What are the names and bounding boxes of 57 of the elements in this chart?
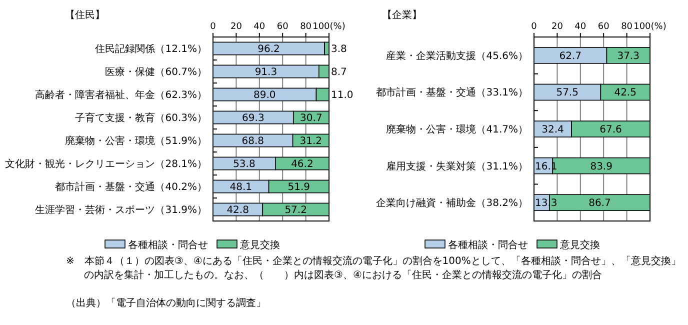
- y-tick-label: 産業・企業活動支援（45.6%）: [386, 50, 528, 62]
- data-label: 86.7: [588, 198, 611, 210]
- data-label: 30.7: [300, 113, 322, 124]
- x-tick-label: 60: [276, 22, 289, 32]
- y-tick-label: 廃棄物・公害・環境（41.7%）: [386, 124, 528, 136]
- data-label: 69.3: [242, 113, 264, 124]
- data-label: 89.0: [253, 90, 276, 101]
- y-tick-label: 子育て支援・教育（60.3%）: [75, 112, 207, 124]
- x-tick-label: 40: [254, 22, 266, 32]
- text: ※ 本節４（１）の図表③、④にある「住民・企業との情報交流の電子化」の割合を100%として、「各種相談・問合せ」、「意見交換」の内訳を集計・加工したもの。なお、（ ）内は図表③、④における「住民・企業との情報交流の電子化」の割合: [66, 255, 681, 281]
- x-tick-label: 20: [551, 22, 564, 32]
- y-tick-label: 都市計画・基盤・交通（40.2%）: [55, 181, 207, 193]
- y-tick-label: 文化財・観光・レクリエーション（28.1%）: [5, 158, 207, 170]
- x-tick-label: 80: [300, 22, 312, 32]
- data-label: 32.4: [542, 124, 564, 136]
- data-label: 31.2: [300, 136, 322, 147]
- x-tick-label: 100(%): [312, 22, 346, 32]
- legend-label: 各種相談・問合せ: [448, 239, 528, 251]
- x-tick-label: 0: [531, 22, 538, 32]
- y-tick-label: 住民記録関係（12.1%）: [95, 43, 207, 55]
- data-label: 37.3: [617, 50, 640, 62]
- legend-label: 意見交換: [239, 239, 280, 251]
- data-label: 11.0: [331, 90, 354, 101]
- legend-label: 各種相談・問合せ: [128, 239, 208, 251]
- data-label: 3.8: [331, 44, 347, 55]
- data-label: 8.7: [331, 67, 347, 78]
- data-label: 48.1: [230, 182, 252, 193]
- data-label: 96.2: [258, 44, 280, 55]
- data-label: 53.8: [233, 159, 256, 170]
- text: （出典）「電子自治体の動向に関する調査」: [66, 297, 266, 309]
- y-tick-label: 生涯学習・芸術・スポーツ（31.9%）: [35, 204, 207, 216]
- data-label: 57.2: [284, 205, 307, 216]
- data-label: 83.9: [590, 161, 612, 172]
- x-tick-label: 100(%): [634, 22, 666, 32]
- y-tick-label: 雇用支援・失業対策（31.1%）: [386, 160, 528, 172]
- x-tick-label: 40: [574, 22, 586, 32]
- y-tick-label: 高齢者・障害者福祉、年金（62.3%）: [35, 89, 207, 101]
- data-label: 57.5: [556, 88, 578, 99]
- x-tick-label: 0: [210, 22, 216, 32]
- y-tick-label: 都市計画・基盤・交通（33.1%）: [376, 86, 528, 99]
- data-label: 91.3: [254, 67, 278, 78]
- text: 【企業】: [382, 9, 422, 21]
- y-tick-label: 企業向け融資・補助金（38.2%）: [376, 197, 528, 210]
- data-label: 42.8: [226, 205, 249, 216]
- y-tick-label: 廃棄物・公害・環境（51.9%）: [65, 135, 207, 147]
- x-tick-label: 60: [598, 22, 610, 32]
- legend-label: 意見交換: [559, 239, 600, 251]
- data-label: 51.9: [288, 182, 310, 193]
- data-label: 42.5: [614, 88, 636, 99]
- data-label: 62.7: [559, 50, 582, 62]
- data-label: 46.2: [291, 159, 314, 170]
- x-tick-label: 80: [621, 22, 633, 32]
- text: 【住民】: [65, 9, 105, 21]
- data-label: 67.6: [600, 124, 622, 136]
- y-tick-label: 医療・保健（60.7%）: [105, 66, 207, 78]
- x-tick-label: 20: [230, 22, 242, 32]
- data-label: 68.8: [242, 136, 264, 147]
